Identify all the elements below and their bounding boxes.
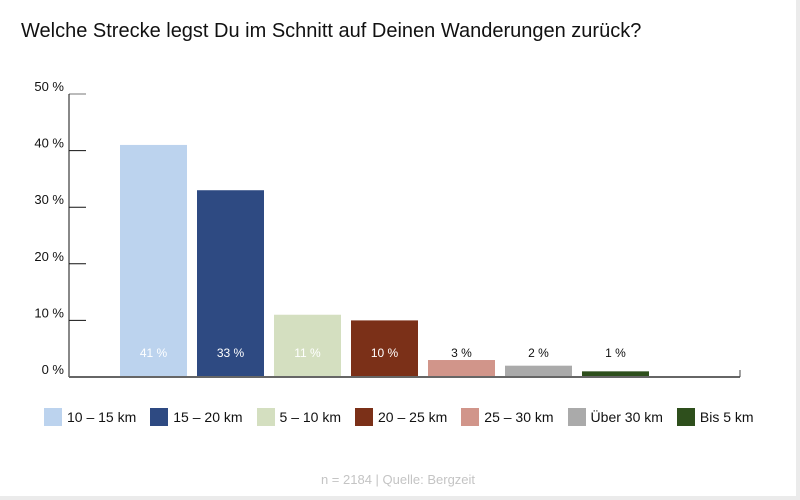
y-tick-label: 20 % xyxy=(34,249,64,264)
y-tick-label: 0 % xyxy=(42,362,65,377)
legend-item: 10 – 15 km xyxy=(44,408,136,426)
legend-swatch xyxy=(44,408,62,426)
chart-title: Welche Strecke legst Du im Schnitt auf D… xyxy=(21,20,642,42)
legend-label: 15 – 20 km xyxy=(173,409,243,425)
legend-swatch xyxy=(150,408,169,426)
legend-swatch xyxy=(461,408,480,426)
bar-3 xyxy=(351,320,418,377)
legend-label: 25 – 30 km xyxy=(484,409,554,425)
bar-5 xyxy=(505,365,572,377)
data-label: 11 % xyxy=(294,346,321,360)
legend-label: Über 30 km xyxy=(590,409,663,425)
bar-1 xyxy=(197,190,264,377)
y-tick-label: 10 % xyxy=(34,305,64,320)
legend-item: 5 – 10 km xyxy=(256,408,342,426)
bar-chart: 0 % 10 % 20 % 30 % 40 % 50 % 41 % 33 % 11 % 10 % 3… xyxy=(34,79,741,378)
legend: 10 – 15 km 15 – 20 km 5 – 10 km 20 – 25 km 2… xyxy=(44,408,768,426)
bar-6 xyxy=(582,371,649,377)
y-tick-label: 30 % xyxy=(34,192,64,207)
legend-item: 15 – 20 km xyxy=(150,408,243,426)
y-tick-label: 40 % xyxy=(34,136,64,151)
data-label: 2 % xyxy=(528,346,549,360)
data-label: 3 % xyxy=(451,346,472,360)
legend-label: 20 – 25 km xyxy=(378,409,448,425)
source-footer: n = 2184 | Quelle: Bergzeit xyxy=(320,472,476,487)
legend-item: 25 – 30 km xyxy=(461,408,554,426)
bar-4 xyxy=(428,360,495,377)
legend-swatch xyxy=(567,408,586,426)
legend-swatch xyxy=(355,408,374,426)
data-label: 1 % xyxy=(605,346,626,360)
legend-item: 20 – 25 km xyxy=(355,408,447,426)
data-label: 33 % xyxy=(217,346,245,360)
legend-item: Bis 5 km xyxy=(676,408,754,426)
y-tick-label: 50 % xyxy=(34,79,64,94)
legend-swatch xyxy=(676,408,695,426)
legend-label: Bis 5 km xyxy=(699,409,754,425)
bar-2 xyxy=(274,314,341,377)
legend-swatch xyxy=(256,408,275,426)
bar-0 xyxy=(120,144,187,377)
legend-label: 5 – 10 km xyxy=(279,409,342,425)
data-label: 41 % xyxy=(140,346,168,360)
data-label: 10 % xyxy=(371,346,399,360)
legend-label: 10 – 15 km xyxy=(67,409,137,425)
legend-item: Über 30 km xyxy=(567,408,663,426)
